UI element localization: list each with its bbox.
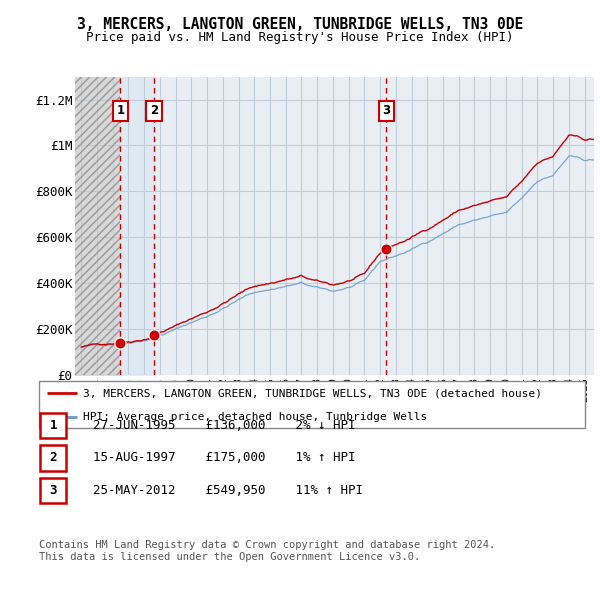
Text: 3, MERCERS, LANGTON GREEN, TUNBRIDGE WELLS, TN3 0DE: 3, MERCERS, LANGTON GREEN, TUNBRIDGE WEL… — [77, 17, 523, 31]
Text: 1: 1 — [50, 419, 57, 432]
Text: 27-JUN-1995    £136,000    2% ↓ HPI: 27-JUN-1995 £136,000 2% ↓ HPI — [93, 419, 355, 432]
Text: 2: 2 — [50, 451, 57, 464]
Text: 2: 2 — [150, 104, 158, 117]
Text: This data is licensed under the Open Government Licence v3.0.: This data is licensed under the Open Gov… — [39, 552, 420, 562]
Text: 3: 3 — [382, 104, 391, 117]
Bar — [75, 77, 121, 375]
Text: Contains HM Land Registry data © Crown copyright and database right 2024.: Contains HM Land Registry data © Crown c… — [39, 540, 495, 550]
Text: 3: 3 — [50, 484, 57, 497]
Text: 1: 1 — [116, 104, 125, 117]
Text: 15-AUG-1997    £175,000    1% ↑ HPI: 15-AUG-1997 £175,000 1% ↑ HPI — [93, 451, 355, 464]
Text: Price paid vs. HM Land Registry's House Price Index (HPI): Price paid vs. HM Land Registry's House … — [86, 31, 514, 44]
Text: HPI: Average price, detached house, Tunbridge Wells: HPI: Average price, detached house, Tunb… — [83, 412, 427, 422]
Text: 3, MERCERS, LANGTON GREEN, TUNBRIDGE WELLS, TN3 0DE (detached house): 3, MERCERS, LANGTON GREEN, TUNBRIDGE WEL… — [83, 388, 542, 398]
Text: 25-MAY-2012    £549,950    11% ↑ HPI: 25-MAY-2012 £549,950 11% ↑ HPI — [93, 484, 363, 497]
